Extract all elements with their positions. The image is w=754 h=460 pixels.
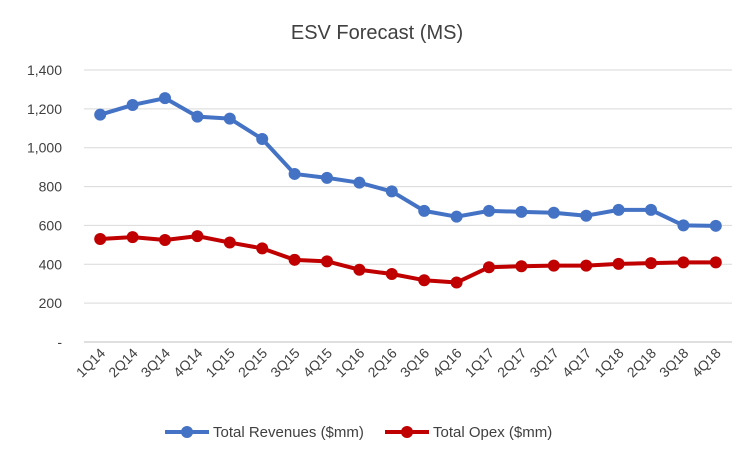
legend-label: Total Revenues ($mm)	[213, 424, 364, 441]
data-point	[191, 230, 204, 243]
data-point	[645, 203, 657, 216]
data-point	[580, 209, 593, 222]
x-tick-label: 4Q14	[170, 345, 206, 381]
legend-label: Total Opex ($mm)	[433, 424, 552, 441]
data-point	[126, 98, 139, 111]
data-point	[450, 276, 463, 289]
data-point	[483, 204, 495, 217]
series-2	[94, 230, 722, 289]
data-point	[418, 204, 431, 217]
x-tick-label: 4Q16	[429, 345, 465, 381]
data-point	[612, 257, 625, 270]
data-point	[223, 112, 236, 125]
data-point	[321, 171, 333, 184]
data-point	[191, 110, 204, 123]
y-tick-label: 1,200	[27, 101, 62, 117]
x-tick-label: 2Q17	[494, 345, 530, 381]
chart-title: ESV Forecast (MS)	[291, 22, 463, 44]
x-tick-label: 4Q15	[300, 345, 336, 381]
data-point	[580, 259, 593, 272]
y-tick-label: 800	[39, 179, 63, 195]
legend: Total Revenues ($mm) Total Opex ($mm)	[165, 424, 552, 441]
data-point	[126, 231, 139, 244]
data-point	[450, 210, 463, 223]
data-point	[709, 219, 722, 232]
x-tick-label: 2Q18	[624, 345, 660, 381]
data-point	[94, 108, 107, 121]
y-tick-label: -	[57, 334, 62, 350]
x-tick-label: 3Q15	[267, 345, 303, 381]
legend-item: Total Revenues ($mm)	[165, 424, 364, 441]
data-point	[645, 257, 657, 270]
legend-swatch-marker	[401, 426, 413, 438]
data-point	[547, 206, 560, 219]
series-line	[98, 234, 718, 285]
data-point	[677, 256, 690, 269]
data-point	[709, 256, 722, 269]
data-point	[353, 263, 366, 276]
data-point	[288, 253, 301, 266]
data-point	[418, 274, 431, 287]
data-point	[353, 176, 366, 189]
series-1	[94, 92, 722, 232]
legend-item: Total Opex ($mm)	[385, 424, 552, 441]
data-point	[677, 219, 690, 232]
data-point	[256, 242, 269, 255]
x-tick-label: 1Q14	[73, 345, 109, 381]
y-tick-label: 1,400	[27, 62, 62, 78]
x-tick-label: 1Q15	[202, 345, 238, 381]
x-tick-label: 4Q18	[688, 345, 724, 381]
legend-swatch-marker	[181, 426, 193, 438]
data-point	[385, 268, 398, 280]
data-point	[159, 92, 171, 105]
x-tick-label: 2Q16	[364, 345, 400, 381]
data-point	[94, 233, 107, 246]
x-tick-label: 3Q16	[397, 345, 433, 381]
data-point	[223, 236, 236, 249]
x-tick-label: 3Q17	[526, 345, 562, 381]
y-tick-label: 200	[39, 295, 63, 311]
x-tick-label: 3Q18	[656, 345, 692, 381]
x-tick-label: 1Q16	[332, 345, 368, 381]
data-point	[321, 255, 333, 268]
x-tick-label: 2Q15	[235, 345, 271, 381]
x-tick-label: 2Q14	[105, 345, 141, 381]
x-tick-label: 3Q14	[138, 345, 174, 381]
data-point	[547, 259, 560, 272]
gridlines	[84, 69, 732, 304]
data-point	[515, 205, 528, 218]
data-point	[612, 203, 625, 216]
data-point	[515, 260, 528, 273]
y-tick-label: 600	[39, 217, 63, 233]
data-point	[159, 234, 171, 246]
data-point	[256, 132, 269, 145]
x-tick-label: 1Q17	[462, 345, 498, 381]
y-tick-label: 1,000	[27, 140, 62, 156]
data-point	[288, 167, 301, 180]
data-point	[483, 261, 495, 274]
series-lines	[94, 92, 722, 289]
x-tick-label: 4Q17	[559, 345, 595, 381]
y-tick-label: 400	[39, 256, 63, 272]
x-tick-label: 1Q18	[591, 345, 627, 381]
data-point	[385, 185, 398, 198]
